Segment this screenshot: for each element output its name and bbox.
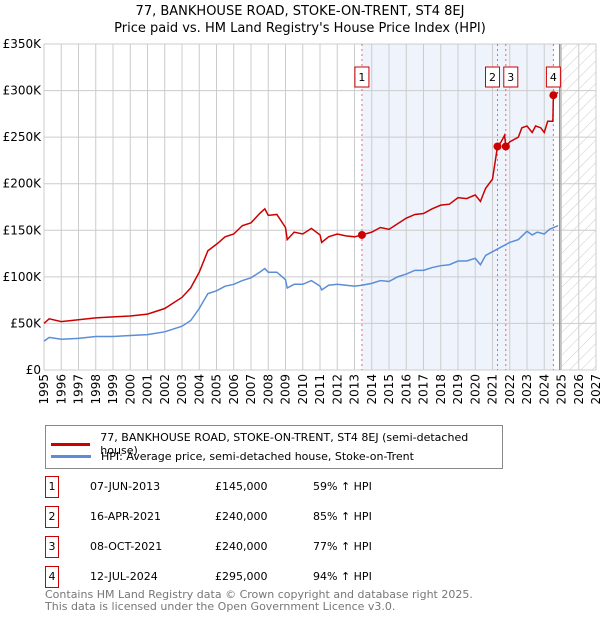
sale-label: 2 <box>489 71 496 84</box>
sale-price: £240,000 <box>215 540 268 553</box>
legend-item-hpi: HPI: Average price, semi-detached house,… <box>51 450 414 463</box>
x-tick-label: 2001 <box>141 374 155 405</box>
sale-row: 1 07-JUN-2013 £145,000 59% ↑ HPI <box>45 476 445 500</box>
legend-item-property: 77, BANKHOUSE ROAD, STOKE-ON-TRENT, ST4 … <box>51 431 502 457</box>
price-chart: 1995 1996 1997 1998 1999 2000 2001 2002 2003 2004… <box>3 37 600 405</box>
sale-price: £240,000 <box>215 510 268 523</box>
legend-swatch-blue <box>51 455 91 458</box>
x-tick-label: 2027 <box>589 374 600 405</box>
legend: 77, BANKHOUSE ROAD, STOKE-ON-TRENT, ST4 … <box>45 425 503 469</box>
sale-point <box>549 91 558 100</box>
sale-point <box>501 142 510 151</box>
sale-label-box <box>354 66 370 88</box>
x-tick-label: 2025 <box>555 374 569 405</box>
sale-marker: 1 <box>45 476 59 498</box>
sale-date: 07-JUN-2013 <box>90 480 161 493</box>
x-tick-label: 2005 <box>210 374 224 405</box>
x-tick-label: 2019 <box>451 374 465 405</box>
footer: Contains HM Land Registry data © Crown c… <box>45 589 473 613</box>
sale-date: 08-OCT-2021 <box>90 540 163 553</box>
x-tick-label: 2011 <box>313 374 327 405</box>
sale-row: 4 12-JUL-2024 £295,000 94% ↑ HPI <box>45 566 445 590</box>
x-tick-label: 1996 <box>54 374 68 405</box>
x-tick-label: 2007 <box>244 374 258 405</box>
x-tick-label: 2008 <box>261 374 275 405</box>
sale-marker: 3 <box>45 536 59 558</box>
legend-label: 77, BANKHOUSE ROAD, STOKE-ON-TRENT, ST4 … <box>100 431 469 457</box>
x-tick-label: 2006 <box>227 374 241 405</box>
y-tick-label: £150K <box>3 223 43 237</box>
sale-row: 2 16-APR-2021 £240,000 85% ↑ HPI <box>45 506 445 530</box>
chart-subtitle: Price paid vs. HM Land Registry's House … <box>114 21 486 36</box>
sale-point <box>493 142 502 151</box>
x-tick-label: 2000 <box>123 374 137 405</box>
x-tick-label: 2012 <box>330 374 344 405</box>
chart-title: 77, BANKHOUSE ROAD, STOKE-ON-TRENT, ST4 … <box>135 4 465 19</box>
y-tick-label: £350K <box>3 37 43 51</box>
x-tick-label: 2021 <box>486 374 500 405</box>
x-tick-label: 2024 <box>537 374 551 405</box>
y-tick-label: £300K <box>3 84 43 98</box>
x-tick-label: 2002 <box>158 374 172 405</box>
x-tick-label: 2015 <box>382 374 396 405</box>
y-tick-label: £200K <box>3 177 43 191</box>
footer-line: This data is licensed under the Open Gov… <box>45 600 396 613</box>
sale-label-box <box>545 66 561 88</box>
sale-hpi-diff: 94% ↑ HPI <box>313 570 372 583</box>
sale-price: £295,000 <box>215 570 268 583</box>
x-tick-label: 2020 <box>468 374 482 405</box>
y-tick-label: £100K <box>3 270 43 284</box>
x-tick-label: 2004 <box>192 374 206 405</box>
sale-row: 3 08-OCT-2021 £240,000 77% ↑ HPI <box>45 536 445 560</box>
sale-price: £145,000 <box>215 480 268 493</box>
sale-hpi-diff: 85% ↑ HPI <box>313 510 372 523</box>
sale-hpi-diff: 77% ↑ HPI <box>313 540 372 553</box>
sale-label: 1 <box>358 71 365 84</box>
sale-label: 3 <box>507 71 514 84</box>
x-tick-label: 1999 <box>106 374 120 405</box>
x-tick-label: 2016 <box>399 374 413 405</box>
x-tick-label: 2014 <box>365 374 379 405</box>
x-tick-label: 2023 <box>520 374 534 405</box>
x-tick-label: 2018 <box>434 374 448 405</box>
footer-line: Contains HM Land Registry data © Crown c… <box>45 588 473 601</box>
legend-label: HPI: Average price, semi-detached house,… <box>101 450 414 463</box>
x-tick-label: 2010 <box>296 374 310 405</box>
x-tick-label: 2017 <box>417 374 431 405</box>
sale-marker: 2 <box>45 506 59 528</box>
sale-label: 4 <box>550 71 557 84</box>
sale-marker: 4 <box>45 566 59 588</box>
sale-point <box>357 230 366 239</box>
x-tick-label: 1995 <box>37 374 51 405</box>
x-tick-label: 2013 <box>348 374 362 405</box>
x-tick-label: 1998 <box>89 374 103 405</box>
sale-hpi-diff: 59% ↑ HPI <box>313 480 372 493</box>
sale-date: 12-JUL-2024 <box>90 570 158 583</box>
x-tick-label: 2022 <box>503 374 517 405</box>
x-tick-label: 1997 <box>72 374 86 405</box>
x-tick-label: 2009 <box>279 374 293 405</box>
legend-swatch-red <box>51 442 91 446</box>
y-tick-label: £250K <box>3 130 43 144</box>
sale-date: 16-APR-2021 <box>90 510 162 523</box>
x-tick-label: 2026 <box>572 374 586 405</box>
sale-label-box <box>485 66 501 88</box>
hpi-line <box>43 224 559 342</box>
sale-label-box <box>503 66 519 88</box>
y-tick-label: £50K <box>10 316 42 330</box>
x-tick-label: 2003 <box>175 374 189 405</box>
y-tick-label: £0 <box>26 363 41 377</box>
